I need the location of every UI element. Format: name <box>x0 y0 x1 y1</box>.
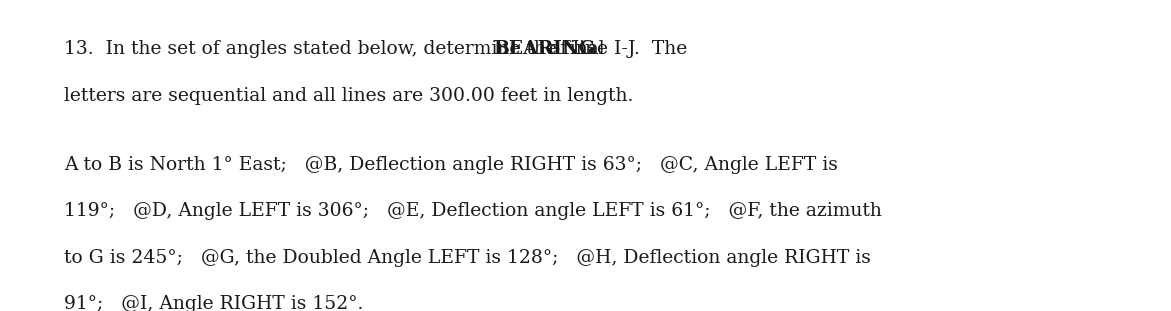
Text: 91°;   @I, Angle RIGHT is 152°.: 91°; @I, Angle RIGHT is 152°. <box>64 295 364 311</box>
Text: letters are sequential and all lines are 300.00 feet in length.: letters are sequential and all lines are… <box>64 87 634 105</box>
Text: 13.  In the set of angles stated below, determine the final: 13. In the set of angles stated below, d… <box>64 40 611 58</box>
Text: 119°;   @D, Angle LEFT is 306°;   @E, Deflection angle LEFT is 61°;   @F, the az: 119°; @D, Angle LEFT is 306°; @E, Deflec… <box>64 202 882 220</box>
Text: of line I-J.  The: of line I-J. The <box>543 40 687 58</box>
Text: A to B is North 1° East;   @B, Deflection angle RIGHT is 63°;   @C, Angle LEFT i: A to B is North 1° East; @B, Deflection … <box>64 156 838 174</box>
Text: to G is 245°;   @G, the Doubled Angle LEFT is 128°;   @H, Deflection angle RIGHT: to G is 245°; @G, the Doubled Angle LEFT… <box>64 249 871 267</box>
Text: BEARING: BEARING <box>493 40 595 58</box>
